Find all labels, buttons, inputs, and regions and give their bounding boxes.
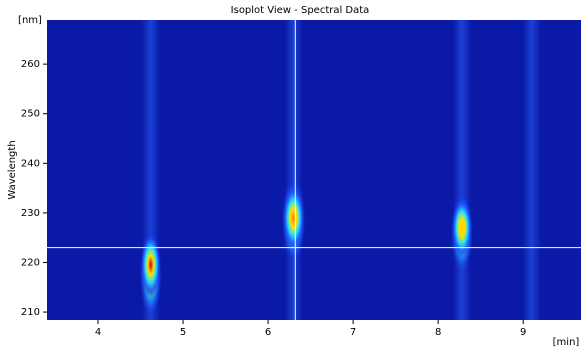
peak: [452, 198, 472, 258]
y-tick-label: 240: [21, 158, 40, 169]
x-tick-label: 4: [95, 327, 101, 338]
peak: [140, 233, 161, 297]
streak: [522, 20, 541, 320]
x-tick-label: 9: [520, 327, 526, 338]
x-tick-label: 7: [350, 327, 356, 338]
streak: [284, 20, 303, 320]
x-unit: [min]: [553, 337, 580, 348]
x-tick-label: 8: [435, 327, 441, 338]
y-axis-label: Wavelength: [7, 140, 18, 199]
y-tick-label: 220: [21, 257, 40, 268]
y-unit: [nm]: [18, 15, 42, 26]
plot-area: [47, 20, 581, 320]
streak: [452, 20, 471, 320]
chart-title: Isoplot View - Spectral Data: [231, 5, 370, 16]
plot-layer: [47, 20, 581, 320]
x-tick-label: 5: [180, 327, 186, 338]
y-tick-label: 260: [21, 59, 40, 70]
y-tick-label: 210: [21, 307, 40, 318]
y-tick-label: 250: [21, 109, 40, 120]
y-tick-label: 230: [21, 208, 40, 219]
x-tick-label: 6: [265, 327, 271, 338]
peak: [282, 186, 305, 250]
